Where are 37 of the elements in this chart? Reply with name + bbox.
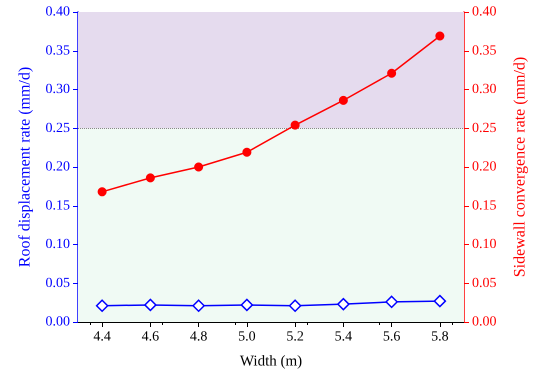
y-tick-label: 0.20 — [46, 160, 70, 174]
point — [435, 32, 444, 41]
y2-tick-label: 0.20 — [472, 160, 496, 174]
y-axis-title: Roof displacement rate (mm/d) — [16, 66, 34, 268]
y2-tick-label: 0.35 — [472, 43, 496, 58]
x-axis-title: Width (m) — [240, 354, 302, 370]
y2-tick-label: 0.25 — [472, 120, 496, 136]
y2-tick-label: 0.10 — [472, 237, 496, 252]
point — [338, 96, 348, 105]
x-tick-label: 5.8 — [431, 330, 449, 344]
y2-tick-label: 0.05 — [472, 276, 496, 291]
x-tick-label: 5.4 — [334, 330, 352, 344]
y-tick-label: 0.05 — [46, 276, 70, 291]
x-tick-label: 4.4 — [93, 330, 111, 344]
point — [194, 162, 204, 172]
y2-axis-title: Sidewall convergence rate (mm/d) — [512, 56, 528, 278]
point — [290, 120, 300, 130]
y2-tick-label: 0.15 — [472, 198, 496, 214]
x-tick-label: 5.2 — [286, 330, 304, 344]
x-tick-label: 4.8 — [190, 330, 208, 344]
point — [98, 187, 107, 196]
y-tick-label: 0.15 — [46, 198, 70, 214]
point — [242, 148, 252, 157]
x-tick-label: 5.6 — [382, 330, 400, 344]
y-tick-label: 0.10 — [46, 237, 70, 252]
x-tick-label: 5.0 — [238, 330, 256, 344]
x-tick-label: 4.6 — [142, 330, 160, 344]
y2-tick-label: 0.30 — [472, 82, 496, 97]
y2-tick-label: 0.00 — [472, 314, 496, 330]
y-tick-label: 0.40 — [46, 4, 70, 20]
point — [387, 68, 396, 78]
y-tick-label: 0.30 — [46, 82, 70, 97]
y-tick-label: 0.00 — [46, 314, 70, 330]
y2-tick-label: 0.40 — [472, 4, 496, 20]
y-tick-label: 0.35 — [46, 43, 70, 58]
y-tick-label: 0.25 — [46, 120, 70, 136]
point — [146, 173, 155, 182]
